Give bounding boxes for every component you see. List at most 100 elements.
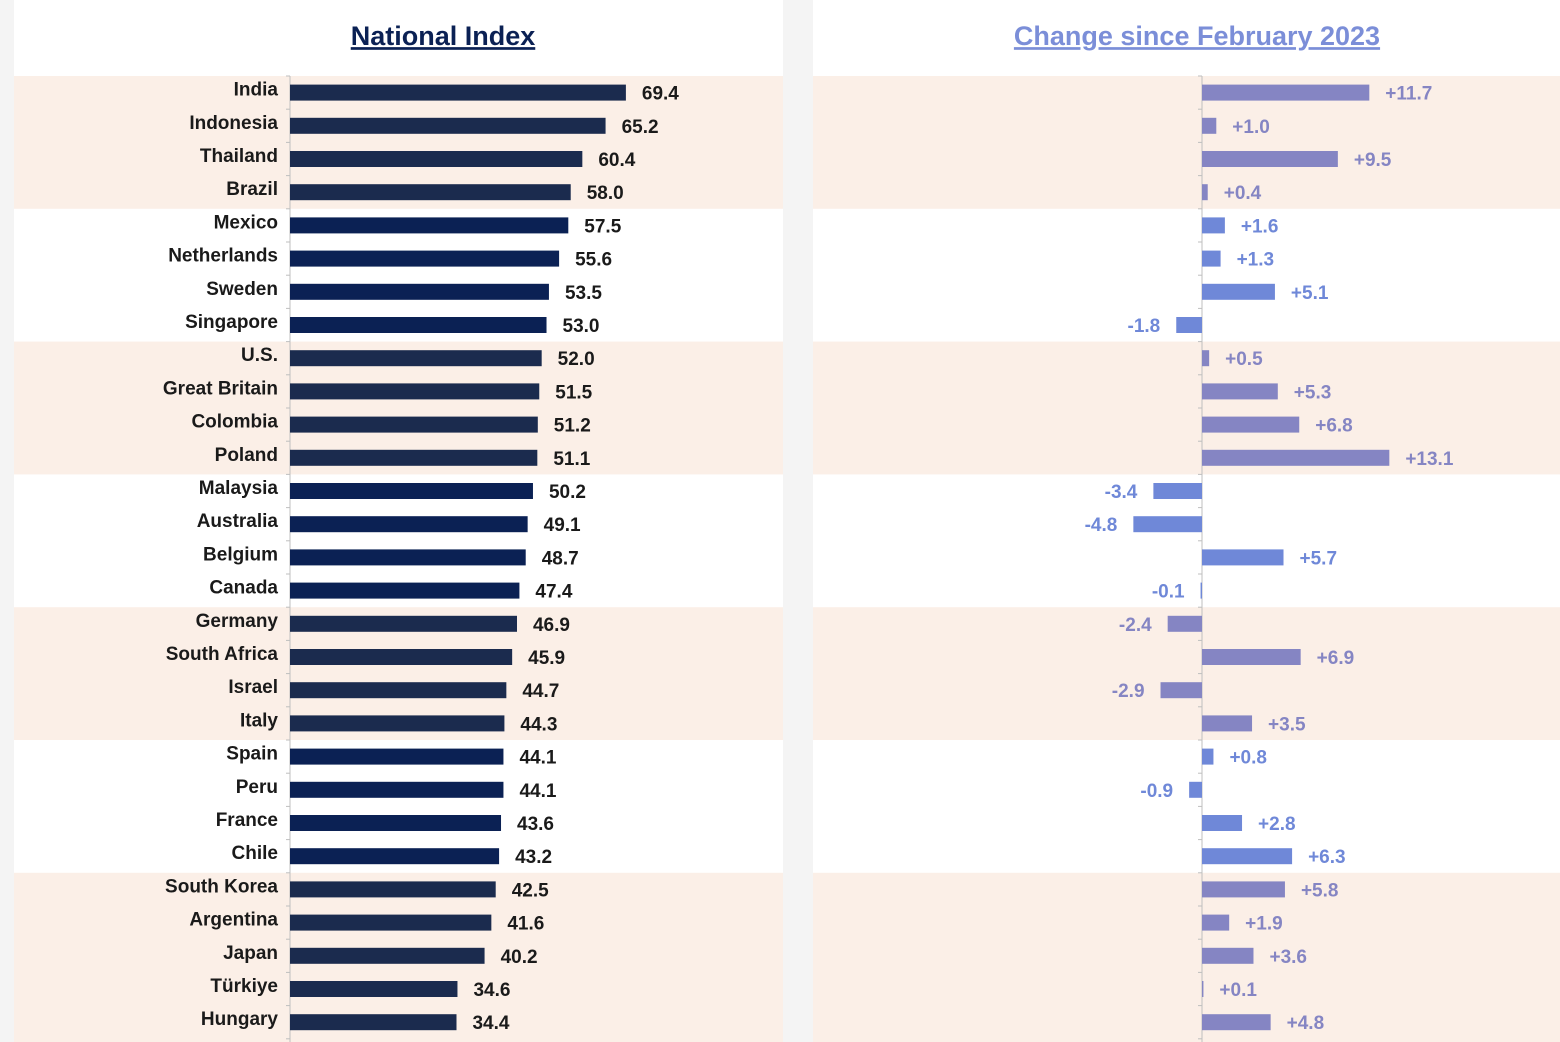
row-band — [813, 872, 1560, 1042]
bar — [1202, 848, 1293, 865]
value-label: +6.9 — [1317, 648, 1355, 669]
category-label: Chile — [232, 843, 278, 864]
category-label: Argentina — [189, 910, 278, 931]
value-label: -0.1 — [1152, 582, 1185, 603]
bar — [290, 815, 502, 831]
value-label: +5.3 — [1294, 382, 1332, 403]
bar — [1202, 84, 1370, 101]
value-label: 45.9 — [528, 648, 565, 669]
category-label: India — [234, 80, 279, 101]
value-label: -2.4 — [1119, 615, 1152, 636]
category-label: Great Britain — [163, 378, 278, 399]
bar — [1153, 483, 1202, 499]
value-label: -2.9 — [1112, 681, 1145, 702]
value-label: +6.3 — [1308, 847, 1346, 868]
value-label: 42.5 — [512, 880, 549, 901]
bar — [290, 84, 626, 101]
category-label: Peru — [236, 777, 278, 798]
bar — [1202, 881, 1285, 898]
bar — [1202, 715, 1253, 732]
bar — [290, 615, 517, 632]
category-label: Türkiye — [210, 976, 278, 997]
value-label: +5.8 — [1301, 880, 1339, 901]
bar — [1202, 815, 1243, 831]
category-label: Italy — [240, 710, 278, 731]
bar — [1202, 250, 1221, 267]
value-label: 58.0 — [587, 183, 624, 204]
bar — [1200, 582, 1202, 599]
category-label: Israel — [228, 677, 278, 698]
value-label: 40.2 — [501, 947, 538, 968]
chart-title: National Index — [351, 21, 536, 51]
value-label: 50.2 — [549, 482, 586, 503]
category-label: Netherlands — [168, 246, 278, 267]
category-label: Colombia — [191, 412, 278, 433]
bar — [1202, 1014, 1271, 1031]
category-label: Brazil — [226, 179, 278, 200]
value-label: +3.5 — [1268, 714, 1306, 735]
bar — [1167, 615, 1202, 632]
value-label: 43.2 — [515, 847, 552, 868]
category-label: Indonesia — [189, 113, 278, 134]
value-label: 44.7 — [522, 681, 559, 702]
value-label: -1.8 — [1128, 316, 1161, 337]
bar — [1133, 516, 1202, 533]
bar — [290, 649, 513, 665]
bar — [1202, 184, 1208, 201]
chart-title: Change since February 2023 — [1014, 21, 1380, 51]
value-label: 52.0 — [558, 349, 595, 370]
value-label: +2.8 — [1258, 814, 1296, 835]
category-label: Germany — [196, 611, 279, 632]
category-label: South Africa — [166, 644, 279, 665]
category-label: Malaysia — [199, 478, 279, 499]
bar — [290, 715, 505, 732]
value-label: 46.9 — [533, 615, 570, 636]
category-label: Japan — [223, 943, 278, 964]
value-label: 44.3 — [520, 714, 557, 735]
bar — [290, 781, 504, 798]
bar — [1202, 416, 1300, 433]
bar — [290, 350, 542, 367]
bar — [290, 283, 549, 300]
bar — [290, 1014, 457, 1031]
value-label: 44.1 — [519, 781, 556, 802]
value-label: 34.4 — [472, 1013, 509, 1034]
bar — [1202, 217, 1225, 234]
row-band — [813, 341, 1560, 475]
bar — [290, 981, 458, 997]
bar — [1202, 748, 1214, 765]
bar — [1189, 781, 1202, 798]
value-label: +0.1 — [1219, 980, 1257, 1001]
value-label: 48.7 — [542, 548, 579, 569]
value-label: 47.4 — [535, 582, 572, 603]
value-label: 51.2 — [554, 416, 591, 437]
category-label: Poland — [215, 445, 278, 466]
bar — [290, 848, 500, 865]
value-label: +13.1 — [1405, 449, 1454, 470]
value-label: 49.1 — [544, 515, 581, 536]
value-label: +1.3 — [1237, 250, 1275, 271]
bar — [290, 383, 540, 400]
bar — [290, 748, 504, 765]
value-label: +1.0 — [1232, 117, 1270, 138]
row-band — [813, 76, 1560, 209]
category-label: Canada — [209, 578, 278, 599]
bar — [290, 483, 533, 499]
category-label: Spain — [226, 744, 278, 765]
category-label: Belgium — [203, 544, 278, 565]
bar — [290, 117, 606, 134]
value-label: +6.8 — [1315, 416, 1353, 437]
value-label: +0.8 — [1229, 748, 1267, 769]
value-label: 65.2 — [622, 117, 659, 138]
value-label: -3.4 — [1105, 482, 1138, 503]
bar — [290, 184, 571, 201]
bar — [290, 250, 560, 267]
value-label: 57.5 — [584, 216, 621, 237]
value-label: 51.1 — [553, 449, 590, 470]
category-label: France — [216, 810, 278, 831]
value-label: +3.6 — [1269, 947, 1307, 968]
value-label: 53.5 — [565, 283, 602, 304]
bar — [1176, 317, 1202, 333]
